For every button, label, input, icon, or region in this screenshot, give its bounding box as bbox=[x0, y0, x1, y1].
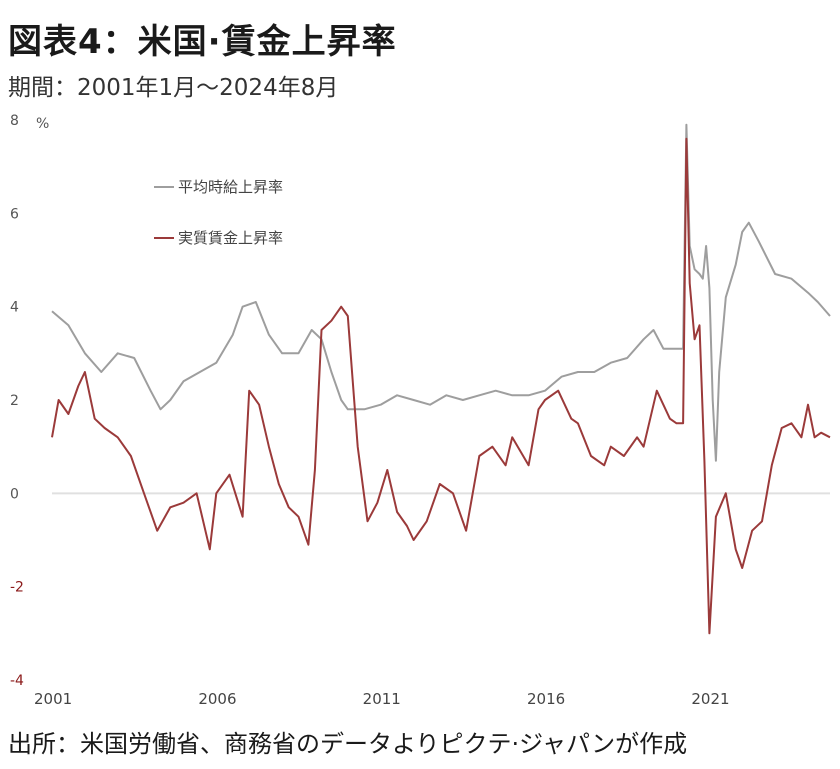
x-axis-ticks: 2001 2006 2011 2016 2021 bbox=[34, 690, 730, 708]
period-subtitle: 期間：2001年1月～2024年8月 bbox=[8, 75, 339, 101]
x-tick-label: 2021 bbox=[691, 690, 729, 708]
y-tick-label: 8 bbox=[10, 113, 19, 129]
source-note: 出所：米国労働省、商務省のデータよりピクテ·ジャパンが作成 bbox=[8, 730, 688, 758]
y-tick-label: 2 bbox=[10, 393, 19, 409]
y-tick-label: -4 bbox=[10, 673, 24, 689]
y-unit-label: % bbox=[36, 116, 49, 132]
y-tick-label: 4 bbox=[10, 300, 19, 316]
y-tick-label: -2 bbox=[10, 580, 24, 596]
real-wage-line bbox=[51, 137, 831, 635]
chart-title: 図表4：米国·賃金上昇率 bbox=[8, 22, 397, 62]
legend-label: 実質賃金上昇率 bbox=[178, 229, 283, 247]
x-tick-label: 2011 bbox=[363, 690, 401, 708]
y-tick-label: 0 bbox=[10, 486, 19, 502]
x-tick-label: 2006 bbox=[198, 690, 236, 708]
series-lines bbox=[51, 123, 831, 635]
nominal-wage-line bbox=[51, 123, 831, 462]
x-tick-label: 2016 bbox=[527, 690, 565, 708]
y-axis-ticks: -4 -2 0 2 4 6 8 bbox=[10, 113, 24, 689]
y-tick-label: 6 bbox=[10, 206, 19, 222]
x-tick-label: 2001 bbox=[34, 690, 72, 708]
legend-label: 平均時給上昇率 bbox=[178, 178, 283, 196]
